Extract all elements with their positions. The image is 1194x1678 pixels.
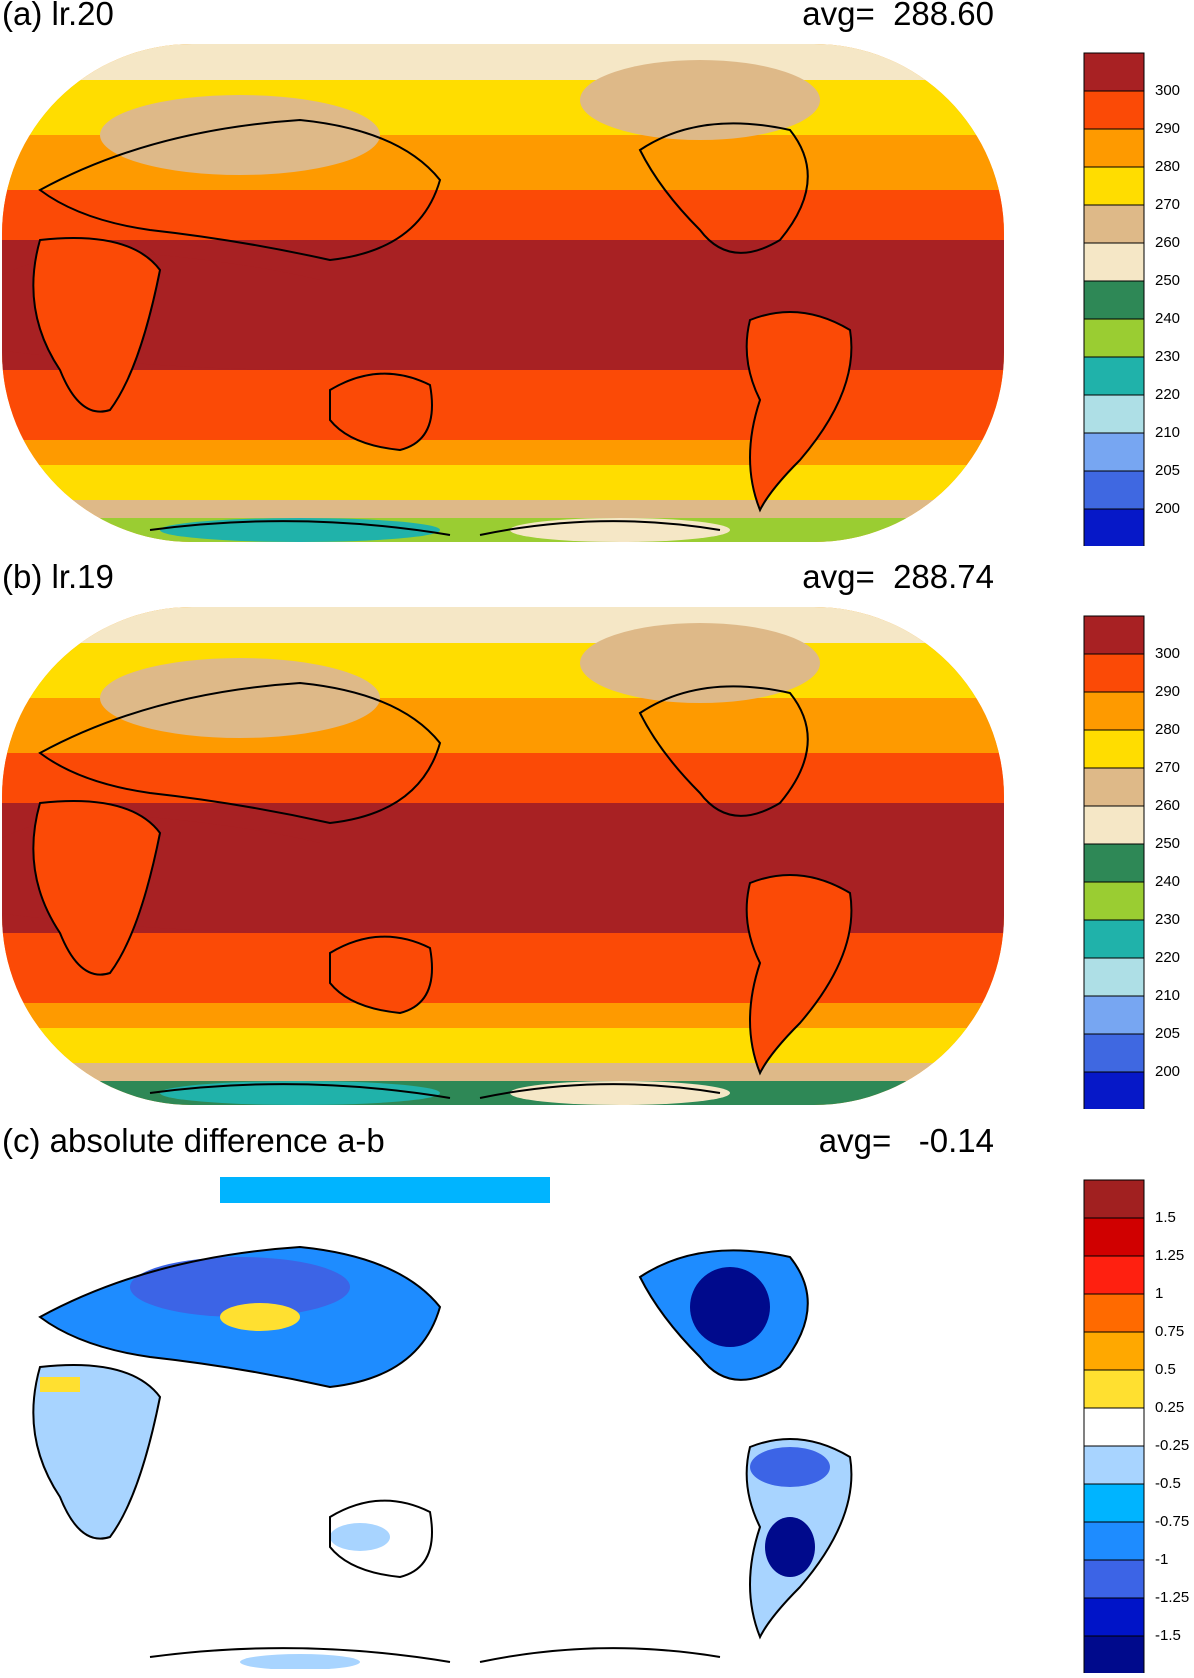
colorbar-swatches (1083, 615, 1145, 1111)
colorbar-swatch (1083, 1331, 1145, 1371)
colorbar-swatch (1083, 128, 1145, 168)
colorbar-swatch (1083, 1407, 1145, 1447)
panel-average: avg= -0.14 (818, 1122, 994, 1159)
colorbar-label: 300 (1155, 82, 1181, 99)
colorbar-label: 290 (1155, 120, 1181, 137)
colorbar-label: 200 (1155, 1063, 1181, 1080)
colorbar-label: 240 (1155, 310, 1181, 327)
colorbar-label: -0.25 (1155, 1437, 1190, 1454)
colorbar-label: 280 (1155, 721, 1181, 738)
colorbar-label: 300 (1155, 645, 1181, 662)
colorbar-label: 290 (1155, 683, 1181, 700)
colorbar-swatch (1083, 1445, 1145, 1485)
colorbar-swatch (1083, 653, 1145, 693)
colorbar-label: 260 (1155, 234, 1181, 251)
colorbar-label: 200 (1155, 500, 1181, 517)
colorbar-label: 0.25 (1155, 1399, 1185, 1416)
colorbar-swatch (1083, 90, 1145, 130)
colorbar-label: 230 (1155, 911, 1181, 928)
colorbar-swatch (1083, 805, 1145, 845)
colorbar-label: -1 (1155, 1551, 1169, 1568)
colorbar-swatches (1083, 52, 1145, 548)
colorbar-label: 205 (1155, 1025, 1181, 1042)
temperature-map (2, 44, 1004, 542)
colorbar-swatch (1083, 318, 1145, 358)
colorbar-swatch (1083, 767, 1145, 807)
panel-title: (b) lr.19 (2, 558, 114, 595)
colorbar-swatch (1083, 204, 1145, 244)
colorbar-swatch (1083, 1071, 1145, 1111)
colorbar-label: 260 (1155, 797, 1181, 814)
colorbar-swatch (1083, 881, 1145, 921)
colorbar-swatch (1083, 280, 1145, 320)
colorbar-swatch (1083, 1635, 1145, 1675)
colorbar-label: 240 (1155, 873, 1181, 890)
colorbar-label: -1.5 (1155, 1627, 1181, 1644)
colorbar-swatch (1083, 843, 1145, 883)
panel-title: (a) lr.20 (2, 0, 114, 32)
colorbar-swatch (1083, 1521, 1145, 1561)
colorbar-swatch (1083, 919, 1145, 959)
colorbar-swatch (1083, 394, 1145, 434)
colorbar-label: -0.5 (1155, 1475, 1181, 1492)
panel-average: avg= 288.60 (802, 0, 994, 32)
colorbar-swatch (1083, 356, 1145, 396)
colorbar-swatch (1083, 615, 1145, 655)
colorbar-label: -0.75 (1155, 1513, 1190, 1530)
colorbar-label: 220 (1155, 386, 1181, 403)
colorbar-swatch (1083, 691, 1145, 731)
colorbar (1083, 1179, 1153, 1678)
colorbar-label: 0.5 (1155, 1361, 1176, 1378)
colorbar-swatch (1083, 1033, 1145, 1073)
colorbar-swatch (1083, 242, 1145, 282)
colorbar-swatch (1083, 995, 1145, 1035)
colorbar-swatch (1083, 1255, 1145, 1295)
colorbar-swatch (1083, 957, 1145, 997)
difference-map (2, 1171, 1004, 1669)
colorbar-swatch (1083, 1293, 1145, 1333)
temperature-map (2, 607, 1004, 1105)
colorbar-swatch (1083, 166, 1145, 206)
colorbar-swatch (1083, 1369, 1145, 1409)
colorbar-swatch (1083, 52, 1145, 92)
colorbar-label: 205 (1155, 462, 1181, 479)
colorbar-label: 230 (1155, 348, 1181, 365)
colorbar-swatch (1083, 1217, 1145, 1257)
colorbar-swatch (1083, 1559, 1145, 1599)
panel-title: (c) absolute difference a-b (2, 1122, 385, 1159)
colorbar-label: 1 (1155, 1285, 1164, 1302)
colorbar-swatches (1083, 1179, 1145, 1675)
colorbar-swatch (1083, 1597, 1145, 1637)
colorbar-swatch (1083, 729, 1145, 769)
colorbar-swatch (1083, 508, 1145, 548)
colorbar (1083, 615, 1153, 1114)
colorbar-label: -1.25 (1155, 1589, 1190, 1606)
colorbar-swatch (1083, 1483, 1145, 1523)
colorbar-label: 250 (1155, 835, 1181, 852)
colorbar-label: 280 (1155, 158, 1181, 175)
colorbar-label: 250 (1155, 272, 1181, 289)
colorbar (1083, 52, 1153, 551)
colorbar-label: 210 (1155, 987, 1181, 1004)
colorbar-label: 210 (1155, 424, 1181, 441)
colorbar-swatch (1083, 1179, 1145, 1219)
colorbar-swatch (1083, 432, 1145, 472)
colorbar-label: 270 (1155, 196, 1181, 213)
colorbar-label: 1.5 (1155, 1209, 1176, 1226)
colorbar-label: 1.25 (1155, 1247, 1185, 1264)
panel-average: avg= 288.74 (802, 558, 994, 595)
colorbar-label: 270 (1155, 759, 1181, 776)
colorbar-label: 0.75 (1155, 1323, 1185, 1340)
colorbar-swatch (1083, 470, 1145, 510)
colorbar-label: 220 (1155, 949, 1181, 966)
